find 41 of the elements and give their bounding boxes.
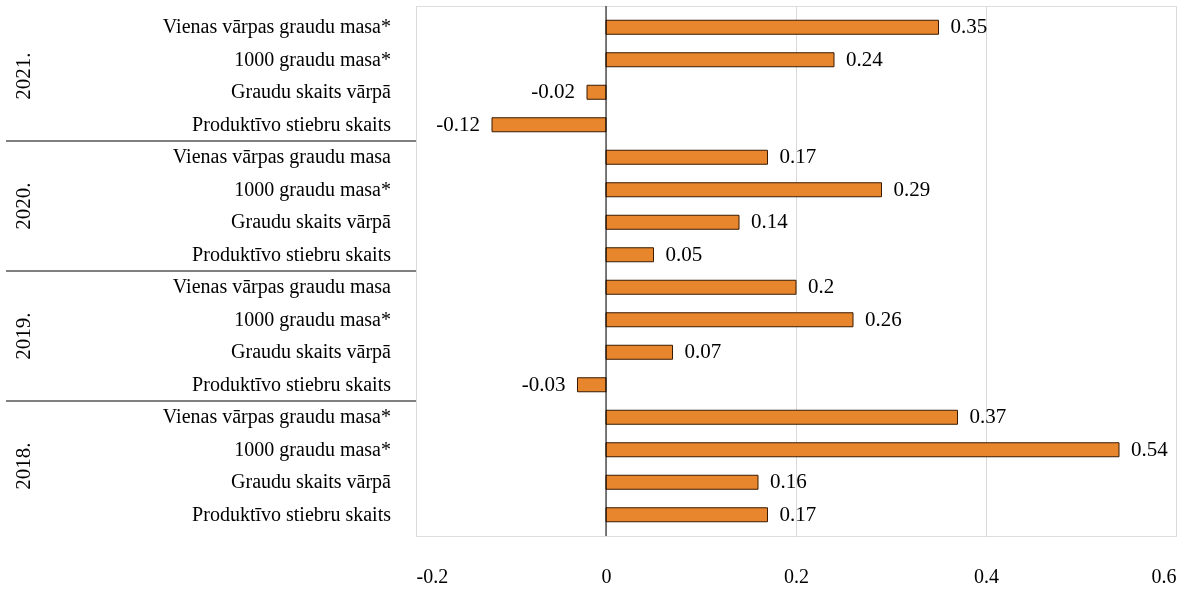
y-tick-label: Vienas vārpas graudu masa: [172, 145, 392, 169]
data-label: 0.54: [1131, 436, 1169, 461]
text: 2019.: [11, 312, 35, 360]
data-label: -0.03: [521, 371, 566, 396]
data-label: 0.37: [969, 404, 1007, 429]
data-label: -0.02: [531, 79, 575, 104]
x-tick-label: -0.2: [416, 564, 449, 587]
y-tick-label: Graudu skaits vārpā: [231, 210, 392, 234]
y-tick-label: Vienas vārpas graudu masa*: [162, 15, 391, 39]
data-label: -0.12: [436, 111, 480, 136]
data-label: 0.17: [779, 501, 817, 526]
data-label: 0.2: [808, 274, 835, 299]
data-label: 0.05: [665, 241, 703, 266]
text: 2018.: [11, 442, 35, 490]
y-tick-label: Produktīvo stiebru skaits: [192, 502, 392, 525]
y-tick-label: 1000 graudu masa*: [234, 47, 391, 71]
data-label: 0.35: [950, 14, 988, 39]
data-label: 0.17: [779, 144, 817, 169]
y-tick-label: 1000 graudu masa*: [234, 177, 391, 201]
x-tick-label: 0: [601, 564, 612, 587]
data-label: 0.16: [770, 469, 807, 494]
text: 2020.: [11, 182, 35, 230]
x-tick-label: 0.4: [974, 564, 999, 587]
text: 2021.: [11, 52, 35, 100]
y-tick-label: 1000 graudu masa*: [234, 307, 391, 331]
data-label: 0.26: [865, 306, 902, 331]
data-label: 0.07: [684, 339, 722, 364]
data-label: 0.24: [846, 46, 884, 71]
x-tick-label: 0.2: [784, 564, 809, 587]
y-tick-label: 1000 graudu masa*: [234, 437, 391, 461]
y-tick-label: Produktīvo stiebru skaits: [192, 372, 392, 395]
y-tick-label: Produktīvo stiebru skaits: [192, 112, 392, 135]
y-tick-label: Graudu skaits vārpā: [231, 470, 392, 494]
y-tick-label: Graudu skaits vārpā: [231, 80, 392, 104]
data-label: 0.29: [893, 176, 931, 201]
y-tick-label: Produktīvo stiebru skaits: [192, 242, 392, 265]
y-tick-label: Vienas vārpas graudu masa*: [162, 405, 391, 429]
y-tick-label: Graudu skaits vārpā: [231, 340, 392, 364]
y-tick-label: Vienas vārpas graudu masa: [172, 275, 392, 299]
data-label: 0.14: [751, 209, 789, 234]
x-tick-label: 0.6: [1151, 564, 1177, 587]
